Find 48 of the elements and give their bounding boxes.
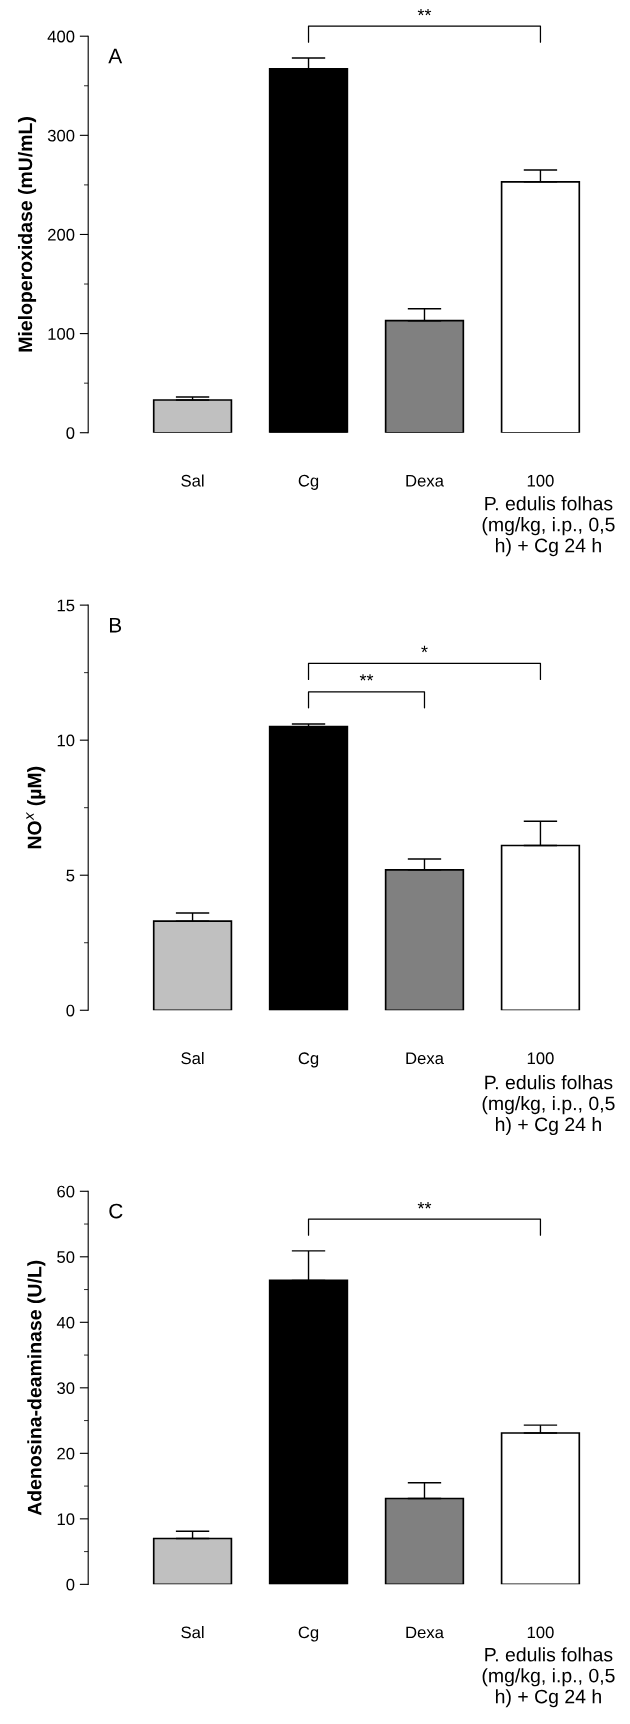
x-axis-title: P. edulis folhas (mg/kg, i.p., 0,5 h) + Cg 24 h xyxy=(482,1647,615,1708)
y-tick-label: 60 xyxy=(57,1185,75,1198)
annotation: ** xyxy=(417,1202,432,1209)
annotation: ** xyxy=(359,674,374,681)
x-tick-label: Sal xyxy=(181,474,204,487)
bar xyxy=(152,399,233,433)
y-tick-label: 100 xyxy=(48,328,75,340)
text: ** xyxy=(417,8,432,16)
y-tick-label: 0 xyxy=(66,1578,75,1591)
x-tick-label: 100 xyxy=(527,1626,554,1639)
x-tick-label: Sal xyxy=(181,1051,204,1065)
y-tick-label: 400 xyxy=(47,30,75,43)
bar xyxy=(500,1432,581,1585)
x-tick-label: Cg xyxy=(298,474,319,490)
x-tick-label: Dexa xyxy=(406,475,444,487)
y-tick-label: 40 xyxy=(56,1316,75,1329)
y-tick-label: 10 xyxy=(57,1513,75,1526)
x-tick-label: Cg xyxy=(298,1052,319,1068)
bar xyxy=(384,868,465,1011)
y-axis-title: Mieloperoxidase (mU/mL) xyxy=(17,117,37,352)
x-tick-label: Cg xyxy=(298,1626,319,1642)
y-tick-label: 50 xyxy=(57,1251,75,1263)
x-axis-title: P. edulis folhas (mg/kg, i.p., 0,5 h) + Cg 24 h xyxy=(482,496,615,557)
y-tick-label: 15 xyxy=(57,599,75,612)
y-tick-label: 30 xyxy=(57,1382,75,1395)
bar xyxy=(268,68,349,433)
y-axis-title: NO$^{x}$ (µM) xyxy=(26,766,46,849)
y-tick-label: 10 xyxy=(57,734,75,747)
x-tick-label: Dexa xyxy=(406,1052,444,1065)
chart-title: B xyxy=(109,618,122,633)
bar xyxy=(268,725,349,1011)
x-tick-label: Sal xyxy=(181,1626,204,1639)
y-axis-title: Adenosina-deaminase (U/L) xyxy=(27,1260,46,1516)
x-tick-label: 100 xyxy=(527,1052,554,1065)
x-axis-title: P. edulis folhas (mg/kg, i.p., 0,5 h) + Cg 24 h xyxy=(482,1075,615,1136)
y-tick-label: 20 xyxy=(57,1447,75,1460)
y-tick-label: 0 xyxy=(66,427,75,439)
annotation: * xyxy=(421,645,428,653)
bar xyxy=(152,920,233,1011)
bar xyxy=(500,181,581,433)
y-tick-label: 5 xyxy=(66,869,75,882)
x-tick-label: 100 xyxy=(527,474,554,487)
y-tick-label: 300 xyxy=(47,129,75,142)
chart-title: A xyxy=(108,48,123,64)
y-tick-label: 0 xyxy=(66,1004,75,1017)
chart-title: C xyxy=(109,1203,123,1219)
x-tick-label: Dexa xyxy=(406,1626,444,1639)
y-tick-label: 200 xyxy=(48,228,75,241)
